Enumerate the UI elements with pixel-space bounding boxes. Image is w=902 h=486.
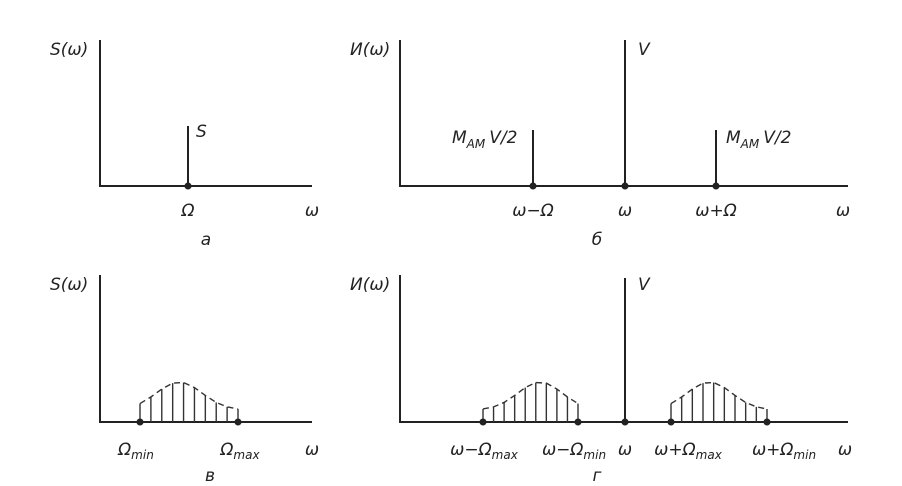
- tick-label: ω−Ω: [512, 201, 553, 221]
- label-main: ω−Ω: [542, 440, 583, 460]
- label-rest: V/2: [763, 128, 791, 148]
- x-label: ω: [838, 440, 852, 460]
- tick-label: ω: [618, 201, 632, 221]
- caption: а: [201, 230, 211, 250]
- tick-label: ω+Ωmax: [654, 440, 723, 462]
- spectrum-band: [482, 381, 579, 422]
- label-sub: max: [492, 448, 519, 462]
- label-main: M: [726, 128, 741, 148]
- axes: [399, 275, 848, 423]
- dot: [667, 418, 675, 426]
- envelope: [139, 381, 239, 410]
- label-main: ω+Ω: [654, 440, 695, 460]
- axes: [399, 40, 848, 187]
- dot: [621, 418, 629, 426]
- dot: [234, 418, 242, 426]
- label-sub: max: [696, 448, 723, 462]
- envelope: [482, 381, 579, 410]
- tick-label: ω−Ωmax: [450, 440, 519, 462]
- label-sub: AM: [740, 137, 760, 151]
- side-label: MAM V/2: [726, 128, 791, 151]
- y-label: И(ω): [350, 40, 390, 60]
- dot: [184, 182, 192, 190]
- side-label: MAM V/2: [452, 128, 517, 151]
- x-label: ω: [305, 440, 319, 460]
- tick-label: ω: [618, 440, 632, 460]
- dot: [712, 182, 720, 190]
- caption: в: [205, 466, 215, 486]
- label-sub: min: [583, 448, 606, 462]
- tick-label: Ω: [181, 201, 195, 221]
- dot: [529, 182, 537, 190]
- axes: [99, 40, 312, 187]
- label-main: Ω: [219, 440, 233, 460]
- caption: г: [593, 466, 602, 486]
- carrier-label: V: [638, 275, 651, 295]
- tick-label: Ωmin: [117, 440, 154, 462]
- spectrum-band: [670, 381, 768, 422]
- y-label: И(ω): [350, 275, 390, 295]
- dot: [136, 418, 144, 426]
- y-label: S(ω): [50, 275, 88, 295]
- spectrum-band: [139, 381, 239, 422]
- tick-label: Ωmax: [219, 440, 260, 462]
- caption: б: [592, 230, 602, 250]
- dot: [763, 418, 771, 426]
- tick-label: ω+Ωmin: [752, 440, 816, 462]
- envelope: [670, 381, 768, 410]
- line-label: S: [196, 122, 207, 142]
- label-main: ω−Ω: [450, 440, 491, 460]
- x-label: ω: [305, 201, 319, 221]
- dot: [621, 182, 629, 190]
- label-sub: AM: [466, 137, 486, 151]
- label-sub: max: [233, 448, 260, 462]
- tick-label: ω+Ω: [695, 201, 736, 221]
- label-main: ω+Ω: [752, 440, 793, 460]
- label-sub: min: [793, 448, 816, 462]
- carrier-label: V: [638, 40, 651, 60]
- y-label: S(ω): [50, 40, 88, 60]
- label-sub: min: [131, 448, 154, 462]
- label-main: Ω: [117, 440, 131, 460]
- dot: [479, 418, 487, 426]
- label-rest: V/2: [489, 128, 517, 148]
- x-label: ω: [836, 201, 850, 221]
- tick-label: ω−Ωmin: [542, 440, 606, 462]
- dot: [574, 418, 582, 426]
- label-main: M: [452, 128, 467, 148]
